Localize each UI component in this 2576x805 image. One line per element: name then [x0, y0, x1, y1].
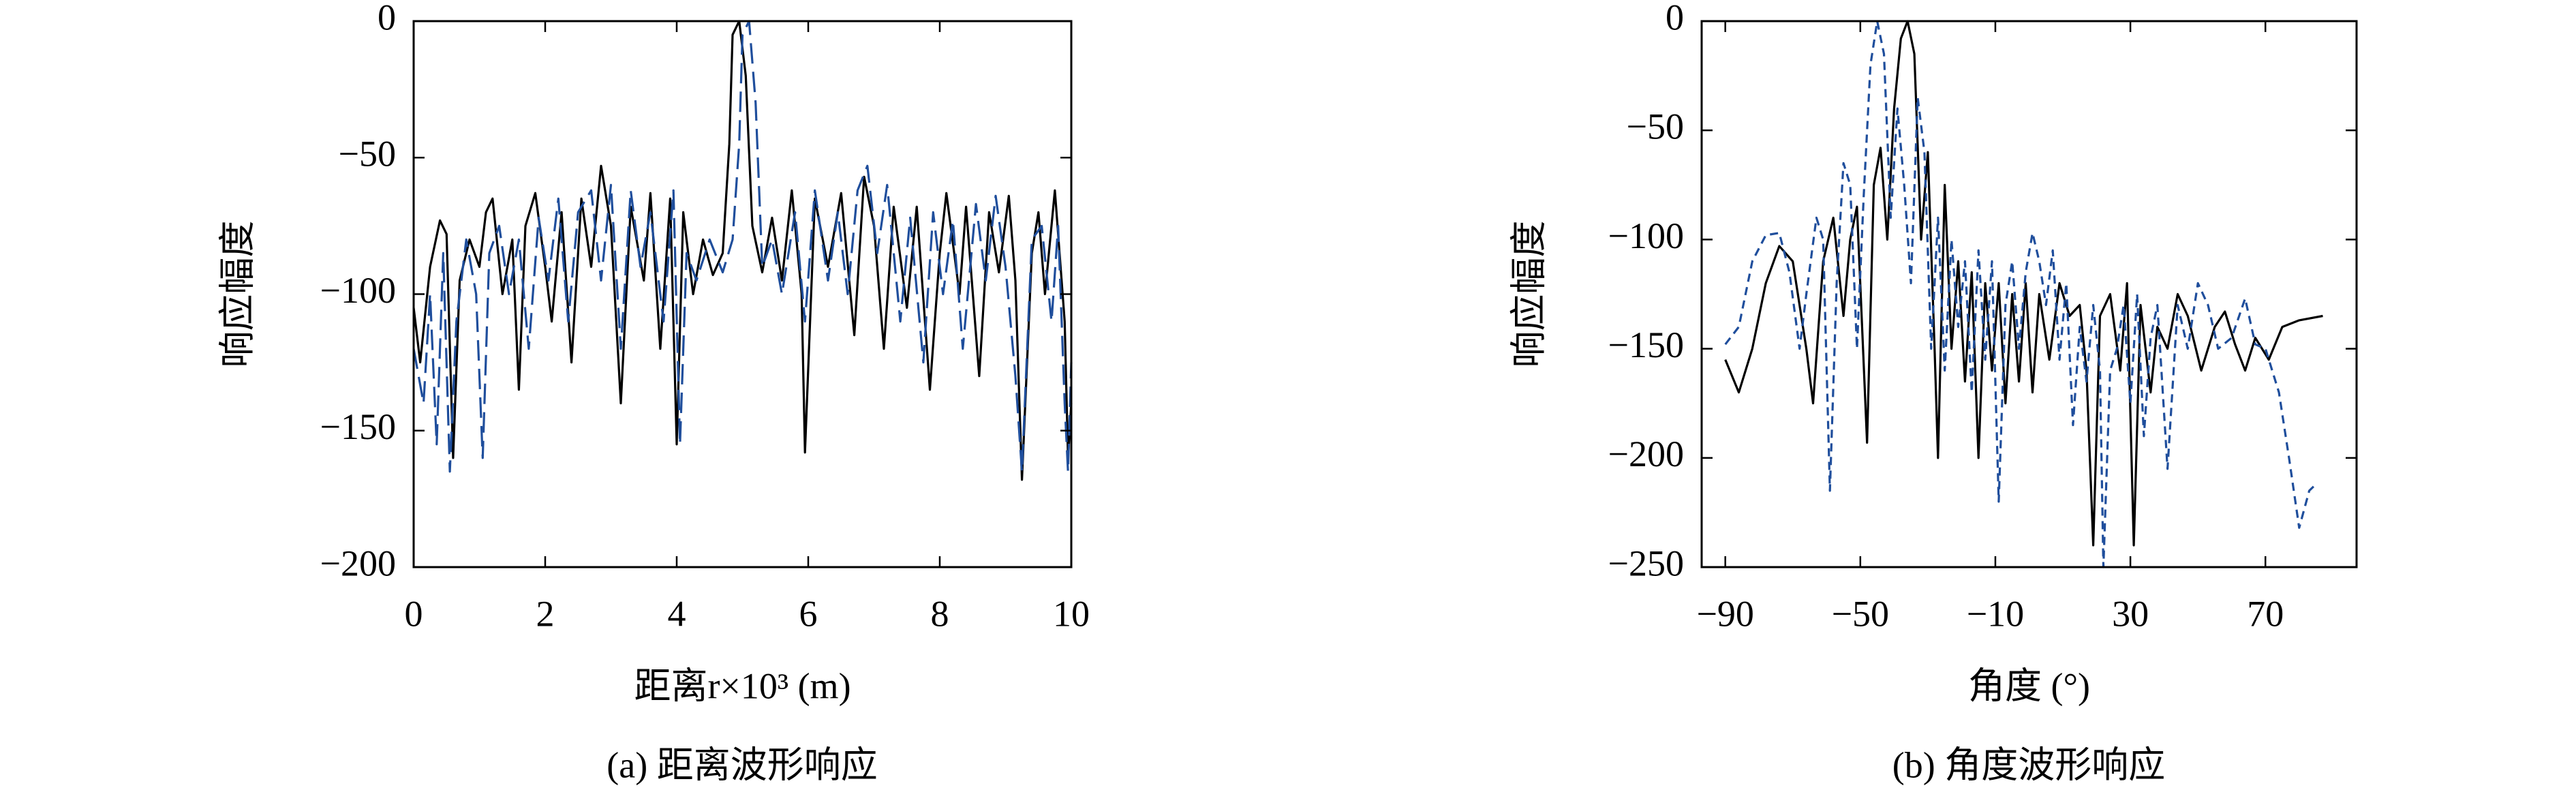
- plot-frame: [1700, 20, 2358, 568]
- x-tick-label: 2: [536, 593, 555, 634]
- y-tick-label: −150: [1608, 324, 1684, 365]
- y-tick-label: 0: [1666, 0, 1684, 37]
- caption: (b) 角度波形响应: [1892, 744, 2165, 785]
- x-tick-label: 70: [2247, 593, 2284, 634]
- data-line: [412, 20, 1073, 481]
- x-tick-label: −50: [1832, 593, 1889, 634]
- x-tick-label: 30: [2112, 593, 2149, 634]
- y-tick-label: −200: [320, 543, 396, 583]
- data-line: [412, 20, 1073, 473]
- y-tick-label: −200: [1608, 434, 1684, 474]
- y-tick-label: 0: [378, 0, 396, 37]
- y-tick-label: −250: [1608, 543, 1684, 583]
- x-tick-label: 10: [1053, 593, 1090, 634]
- y-axis-label: 响应幅度: [1508, 221, 1549, 368]
- y-tick-label: −150: [320, 406, 396, 447]
- x-tick-label: 4: [668, 593, 686, 634]
- caption: (a) 距离波形响应: [607, 744, 877, 785]
- y-tick-label: −100: [1608, 215, 1684, 256]
- x-axis-label: 角度 (°): [1968, 665, 2090, 706]
- y-tick-label: −50: [339, 134, 396, 174]
- x-tick-label: 6: [799, 593, 818, 634]
- x-tick-label: −10: [1967, 593, 2024, 634]
- y-axis-label: 响应幅度: [217, 221, 258, 368]
- y-tick-label: −100: [320, 270, 396, 311]
- data-line: [1724, 20, 2323, 547]
- x-tick-label: 8: [931, 593, 949, 634]
- x-axis-label: 距离r×10³ (m): [634, 665, 850, 706]
- x-tick-label: 0: [405, 593, 423, 634]
- y-tick-label: −50: [1627, 106, 1684, 147]
- data-line: [1724, 20, 2317, 568]
- x-tick-label: −90: [1696, 593, 1753, 634]
